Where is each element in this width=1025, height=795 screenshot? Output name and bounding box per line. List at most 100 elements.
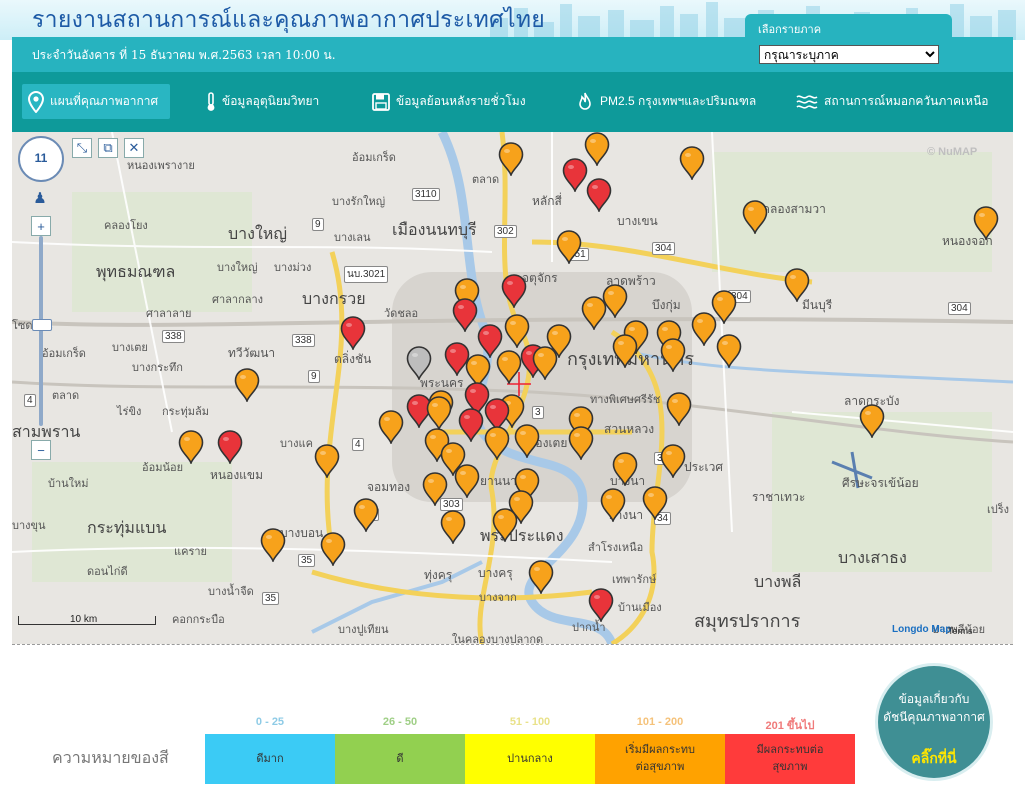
terms-link[interactable]: Terms <box>948 626 973 636</box>
map-place-label: เมืองนนทบุรี <box>392 222 477 239</box>
aqi-station-marker-gray[interactable] <box>406 346 432 380</box>
nav-item-hourly-history[interactable]: ข้อมูลย้อนหลังรายชั่วโมง <box>372 84 526 119</box>
aqi-station-marker-orange[interactable] <box>484 426 510 460</box>
map-place-label: ทุ่งครุ <box>424 568 453 582</box>
map-place-label: บางแค <box>280 438 313 450</box>
aqi-station-marker-red[interactable] <box>340 316 366 350</box>
aqi-station-marker-red[interactable] <box>501 274 527 308</box>
legend-range: 0 - 25 <box>255 716 285 728</box>
aqi-station-marker-orange[interactable] <box>260 528 286 562</box>
map-place-label: บางพลีน้อย <box>932 624 986 636</box>
aqi-station-marker-orange[interactable] <box>422 472 448 506</box>
aqi-station-marker-orange[interactable] <box>314 444 340 478</box>
aqi-station-marker-orange[interactable] <box>612 334 638 368</box>
aqi-station-marker-red[interactable] <box>562 158 588 192</box>
aqi-station-marker-red[interactable] <box>588 588 614 622</box>
aqi-station-marker-orange[interactable] <box>660 338 686 372</box>
aqi-station-marker-orange[interactable] <box>496 350 522 384</box>
aqi-station-marker-orange[interactable] <box>691 312 717 346</box>
street-view-person-icon[interactable]: ♟ <box>33 190 47 207</box>
aqi-info-cta[interactable]: คลิ๊กที่นี่ <box>911 750 957 766</box>
aqi-station-marker-orange[interactable] <box>504 314 530 348</box>
aqi-station-marker-orange[interactable] <box>178 430 204 464</box>
aqi-station-marker-red[interactable] <box>458 408 484 442</box>
aqi-station-marker-orange[interactable] <box>498 142 524 176</box>
aqi-station-marker-red[interactable] <box>217 430 243 464</box>
aqi-station-marker-orange[interactable] <box>568 426 594 460</box>
map-place-label: หนองจอก <box>942 234 993 248</box>
nav-item-northern-haze[interactable]: สถานการณ์หมอกควันภาคเหนือ <box>796 84 988 119</box>
legend-level-box: ปานกลาง <box>465 734 595 784</box>
nav-item-pm25-bangkok[interactable]: PM2.5 กรุงเทพฯและปริมณฑล <box>576 84 756 119</box>
region-select[interactable]: กรุณาระบุภาค <box>759 45 939 64</box>
road-number-shield: 4 <box>352 438 364 451</box>
aqi-station-marker-orange[interactable] <box>514 468 540 502</box>
map-place-label: บางกระทึก <box>132 362 183 374</box>
aqi-station-marker-orange[interactable] <box>492 508 518 542</box>
zoom-out-button[interactable]: − <box>31 440 51 460</box>
aqi-station-marker-orange[interactable] <box>546 324 572 358</box>
aqi-station-marker-orange[interactable] <box>353 498 379 532</box>
legend-level-box: มีผลกระทบต่อสุขภาพ <box>725 734 855 784</box>
aqi-station-marker-orange[interactable] <box>859 404 885 438</box>
aqi-station-marker-orange[interactable] <box>532 346 558 380</box>
road-number-shield: 9 <box>312 218 324 231</box>
aqi-station-marker-red[interactable] <box>452 298 478 332</box>
map-place-label: ศีรษะจรเข้น้อย <box>842 476 919 490</box>
aqi-station-marker-red[interactable] <box>484 398 510 432</box>
aqi-station-marker-orange[interactable] <box>600 488 626 522</box>
aqi-station-marker-orange[interactable] <box>581 296 607 330</box>
map-attribution-logo[interactable]: Longdo Map <box>892 624 952 635</box>
clear-icon[interactable]: ✕ <box>124 138 144 158</box>
aqi-station-marker-orange[interactable] <box>602 284 628 318</box>
aqi-station-marker-red[interactable] <box>586 178 612 212</box>
aqi-station-marker-red[interactable] <box>477 324 503 358</box>
aqi-station-marker-orange[interactable] <box>568 406 594 440</box>
aqi-station-marker-orange[interactable] <box>612 452 638 486</box>
region-tab <box>745 14 952 40</box>
aqi-station-marker-orange[interactable] <box>465 354 491 388</box>
aqi-station-marker-orange[interactable] <box>584 132 610 166</box>
nav-item-meteorology[interactable]: ข้อมูลอุตุนิยมวิทยา <box>206 84 319 119</box>
aqi-station-marker-orange[interactable] <box>742 200 768 234</box>
aqi-station-marker-orange[interactable] <box>378 410 404 444</box>
map-place-label: บางม่วง <box>274 262 312 274</box>
site-title: รายงานสถานการณ์และคุณภาพอากาศประเทศไทย <box>32 6 546 32</box>
aqi-station-marker-orange[interactable] <box>679 146 705 180</box>
aqi-station-marker-orange[interactable] <box>642 486 668 520</box>
aqi-station-marker-orange[interactable] <box>440 442 466 476</box>
aqi-station-marker-orange[interactable] <box>973 206 999 240</box>
select-area-icon[interactable]: ⧉ <box>98 138 118 158</box>
map-place-label: ศาลากลาง <box>212 294 264 306</box>
location-pin-icon <box>28 90 44 113</box>
aqi-station-marker-orange[interactable] <box>514 424 540 458</box>
aqi-station-marker-orange[interactable] <box>440 510 466 544</box>
aqi-station-marker-red[interactable] <box>406 394 432 428</box>
aqi-station-marker-orange[interactable] <box>426 396 452 430</box>
aqi-station-marker-orange[interactable] <box>320 532 346 566</box>
aqi-station-marker-orange[interactable] <box>660 444 686 478</box>
legend-level-label: เริ่มมีผลกระทบต่อสุขภาพ <box>624 744 696 773</box>
aqi-station-marker-orange[interactable] <box>556 230 582 264</box>
zoom-slider-thumb[interactable] <box>32 319 52 331</box>
aqi-station-marker-red[interactable] <box>444 342 470 376</box>
zoom-slider-track[interactable] <box>39 236 43 426</box>
aqi-info-button[interactable]: ข้อมูลเกี่ยวกับ ดัชนีคุณภาพอากาศ คลิ๊กที… <box>878 666 990 778</box>
map-place-label: ทวีวัฒนา <box>228 346 276 360</box>
zoom-level-control[interactable]: 11 <box>18 136 64 182</box>
aqi-station-marker-red[interactable] <box>464 382 490 416</box>
measure-tool-icon[interactable]: ⤡ <box>72 138 92 158</box>
nav-item-air-quality-map[interactable]: แผนที่คุณภาพอากาศ <box>22 84 170 119</box>
aqi-station-marker-orange[interactable] <box>454 278 480 312</box>
aqi-station-marker-orange[interactable] <box>784 268 810 302</box>
aqi-station-marker-orange[interactable] <box>528 560 554 594</box>
nav-item-label: แผนที่คุณภาพอากาศ <box>50 94 159 108</box>
aqi-station-marker-orange[interactable] <box>711 290 737 324</box>
floppy-disk-icon <box>372 92 390 111</box>
aqi-station-marker-orange[interactable] <box>454 464 480 498</box>
aqi-station-marker-orange[interactable] <box>234 368 260 402</box>
aqi-station-marker-orange[interactable] <box>716 334 742 368</box>
aqi-station-marker-orange[interactable] <box>666 392 692 426</box>
zoom-in-button[interactable]: + <box>31 216 51 236</box>
air-quality-map[interactable]: หนองเพรางาย อ้อมเกร็ด ตลาด หลักสี่ บางเขน คลอ… <box>12 132 1013 644</box>
